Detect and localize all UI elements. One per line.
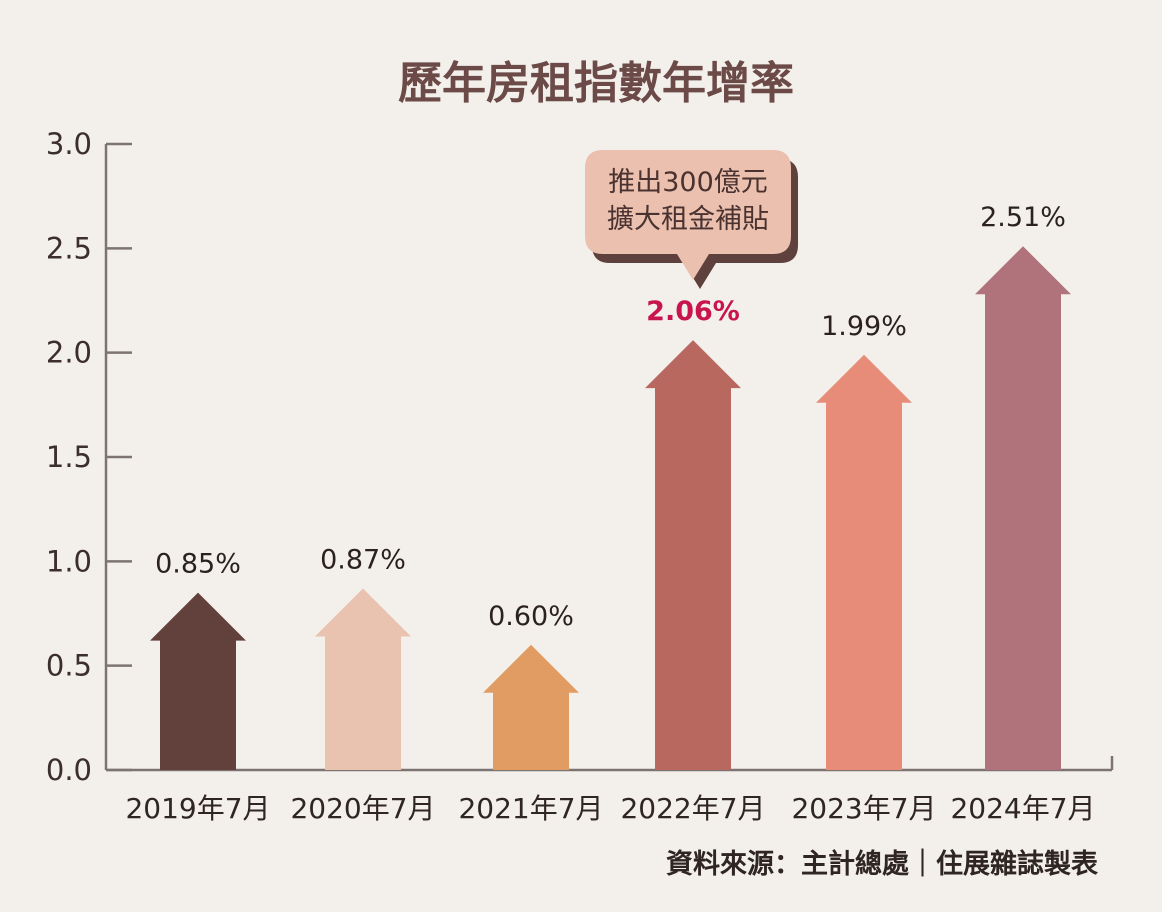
axes: 0.0 0.5 1.0 1.5 2.0 2.5 3.0 [46, 127, 1114, 787]
y-tick-label: 2.5 [46, 231, 92, 265]
y-tick-label: 3.0 [46, 127, 92, 161]
data-label: 0.87% [320, 544, 406, 575]
y-tick-label: 1.0 [46, 544, 92, 578]
y-tick-label: 2.0 [46, 336, 92, 370]
category-label: 2023年7月 [791, 792, 936, 825]
bar-2024年7月 [975, 246, 1071, 770]
source-note: 資料來源：主計總處｜住展雜誌製表 [666, 848, 1098, 880]
category-label: 2020年7月 [290, 792, 435, 825]
chart-title: 歷年房租指數年增率 [398, 58, 794, 109]
data-label: 2.06% [646, 296, 740, 327]
bars: 0.85% 2019年7月 0.87% 2020年7月 0.60% 2021年7月 2.06… [125, 202, 1095, 825]
bar-2022年7月 [645, 340, 741, 770]
y-tick-label: 1.5 [46, 440, 92, 474]
category-label: 2022年7月 [620, 792, 765, 825]
category-label: 2021年7月 [458, 792, 603, 825]
callout-text-line: 推出300億元 [608, 167, 768, 198]
bar-2019年7月 [150, 592, 246, 770]
data-label: 2.51% [980, 202, 1066, 233]
callout-bubble [585, 150, 791, 280]
data-label: 0.60% [488, 601, 574, 632]
bar-2021年7月 [483, 644, 579, 770]
y-tick-label: 0.0 [46, 753, 92, 787]
category-label: 2019年7月 [125, 792, 270, 825]
bar-2020年7月 [315, 588, 411, 770]
y-tick-label: 0.5 [46, 649, 92, 683]
data-label: 1.99% [821, 311, 907, 342]
category-label: 2024年7月 [950, 792, 1095, 825]
bar-2023年7月 [816, 354, 912, 770]
callout-text-line: 擴大租金補貼 [607, 204, 769, 235]
data-label: 0.85% [155, 549, 241, 580]
